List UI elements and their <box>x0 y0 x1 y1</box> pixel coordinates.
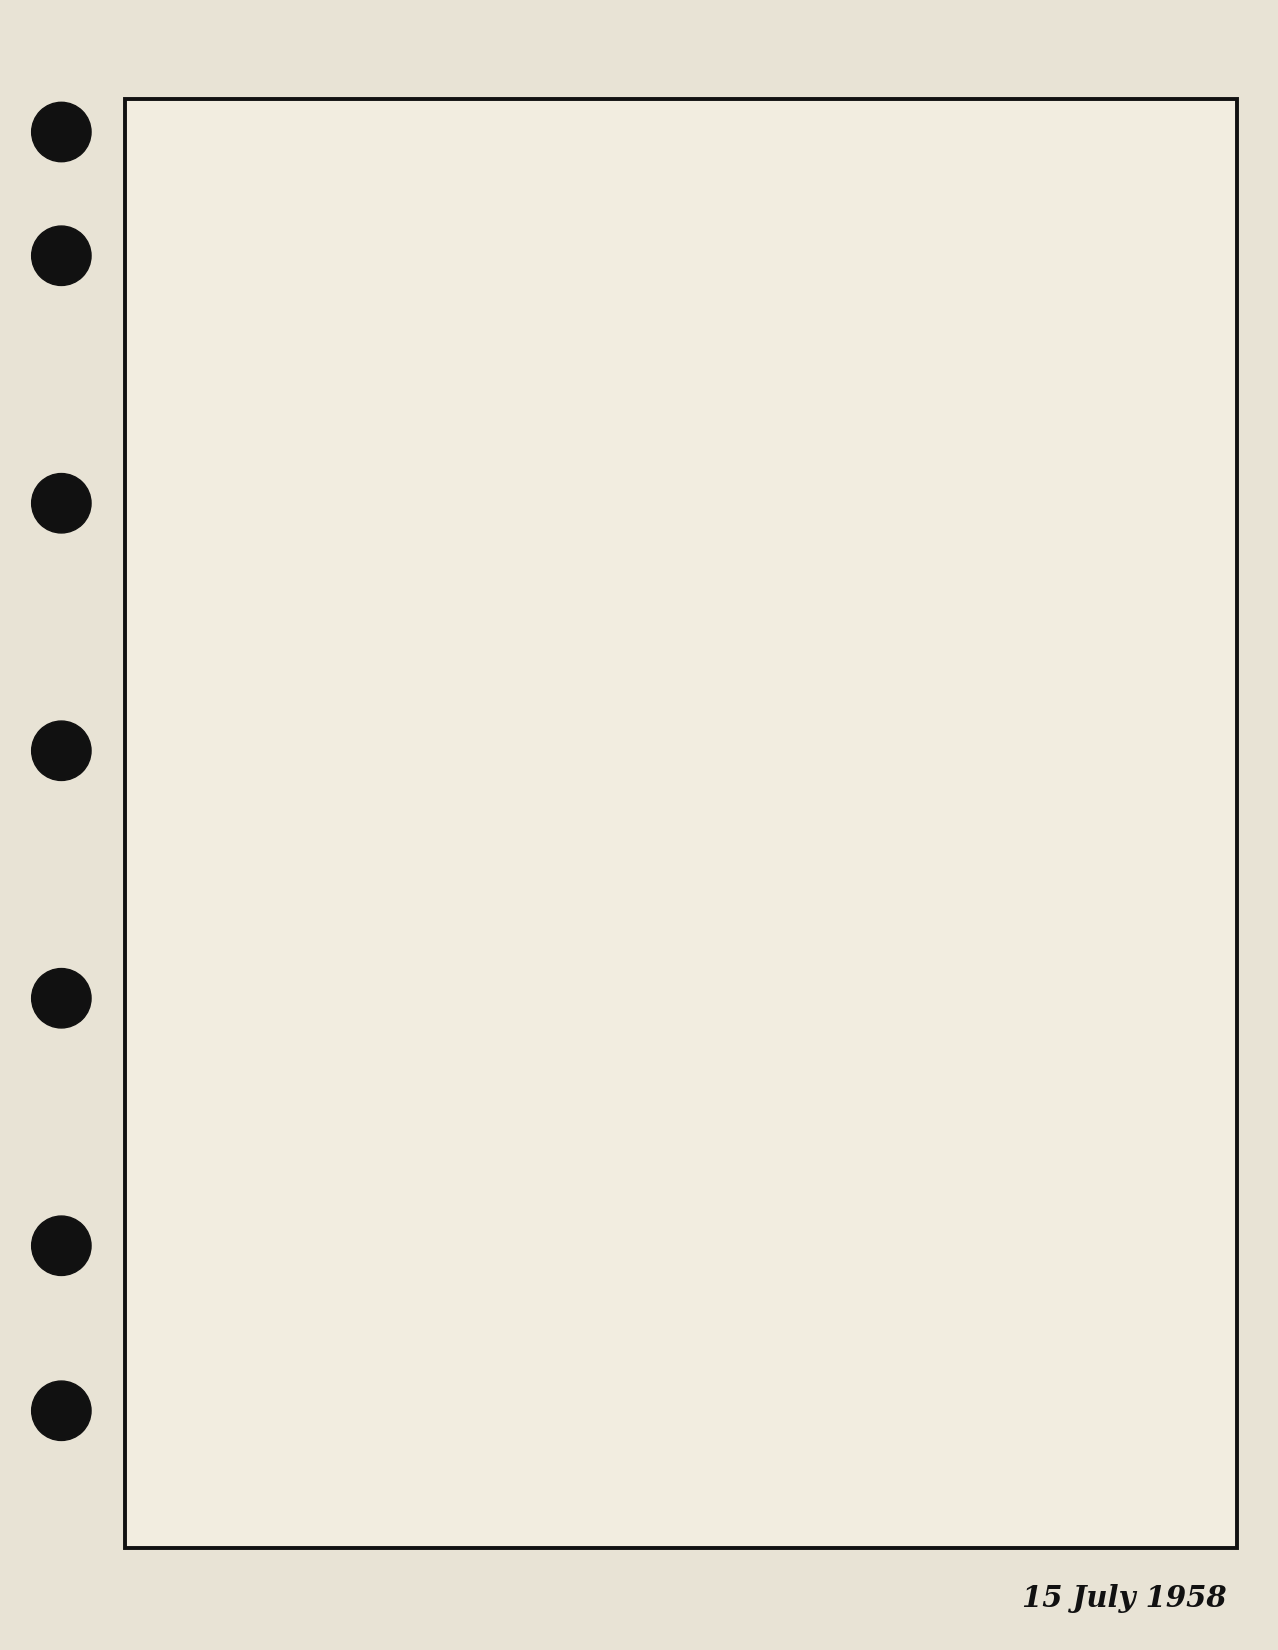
Text: SUPERSEDES AN 03-10EC-4 DATED 20 JULY 1944 REVISED: SUPERSEDES AN 03-10EC-4 DATED 20 JULY 19… <box>443 1302 919 1318</box>
Text: TF12400: TF12400 <box>550 1011 659 1035</box>
Text: TF6800: TF6800 <box>224 1011 318 1035</box>
Text: TF13400: TF13400 <box>882 615 993 639</box>
Text: TF6800-2: TF6800-2 <box>550 615 668 639</box>
Text: THE CHIEF OF THE BUREAU OF AERONAUTICS: THE CHIEF OF THE BUREAU OF AERONAUTICS <box>493 1462 869 1478</box>
Text: PUBLISHED BY DIRECTION OF: PUBLISHED BY DIRECTION OF <box>561 1406 801 1422</box>
Text: MODELS: MODELS <box>611 472 751 498</box>
Text: Illustrated Parts Breakdown: Illustrated Parts Breakdown <box>452 274 910 304</box>
Text: TF58500: TF58500 <box>882 1011 992 1035</box>
Text: TF12700: TF12700 <box>882 536 992 559</box>
Text: TF6500: TF6500 <box>224 536 318 559</box>
Text: TF51700: TF51700 <box>882 853 992 876</box>
Text: 15 July 1958: 15 July 1958 <box>1022 1584 1227 1614</box>
Text: TF6600-3: TF6600-3 <box>224 932 343 955</box>
Text: TF53400-1: TF53400-1 <box>882 932 1016 955</box>
Text: TF13400-2: TF13400-2 <box>882 774 1016 797</box>
Text: TF12100-2: TF12100-2 <box>550 932 684 955</box>
Text: TF12000: TF12000 <box>550 695 659 718</box>
Text: EXTERNAL FUEL BOOSTER PUMPS: EXTERNAL FUEL BOOSTER PUMPS <box>302 373 1061 409</box>
Text: TF6600: TF6600 <box>224 695 318 718</box>
Text: TF6600-1: TF6600-1 <box>224 774 343 797</box>
Text: TF13400-1: TF13400-1 <box>882 695 1016 718</box>
Text: TF12100: TF12100 <box>550 774 659 797</box>
Text: TF12100-1: TF12100-1 <box>550 853 684 876</box>
Text: THIS PUBLICATION TOGETHER WITH NAVAER 03-10EC-528: THIS PUBLICATION TOGETHER WITH NAVAER 03… <box>442 1246 920 1262</box>
Text: (Thompson Products): (Thompson Products) <box>551 1127 812 1150</box>
Text: TF6600-2: TF6600-2 <box>224 853 343 876</box>
Text: TF6500-1: TF6500-1 <box>224 615 343 639</box>
Text: 1 DECEMBER 1956: 1 DECEMBER 1956 <box>604 1358 758 1374</box>
Text: TF6800-1: TF6800-1 <box>550 536 668 559</box>
Text: NAVAER 03-10EC-529: NAVAER 03-10EC-529 <box>969 148 1218 168</box>
